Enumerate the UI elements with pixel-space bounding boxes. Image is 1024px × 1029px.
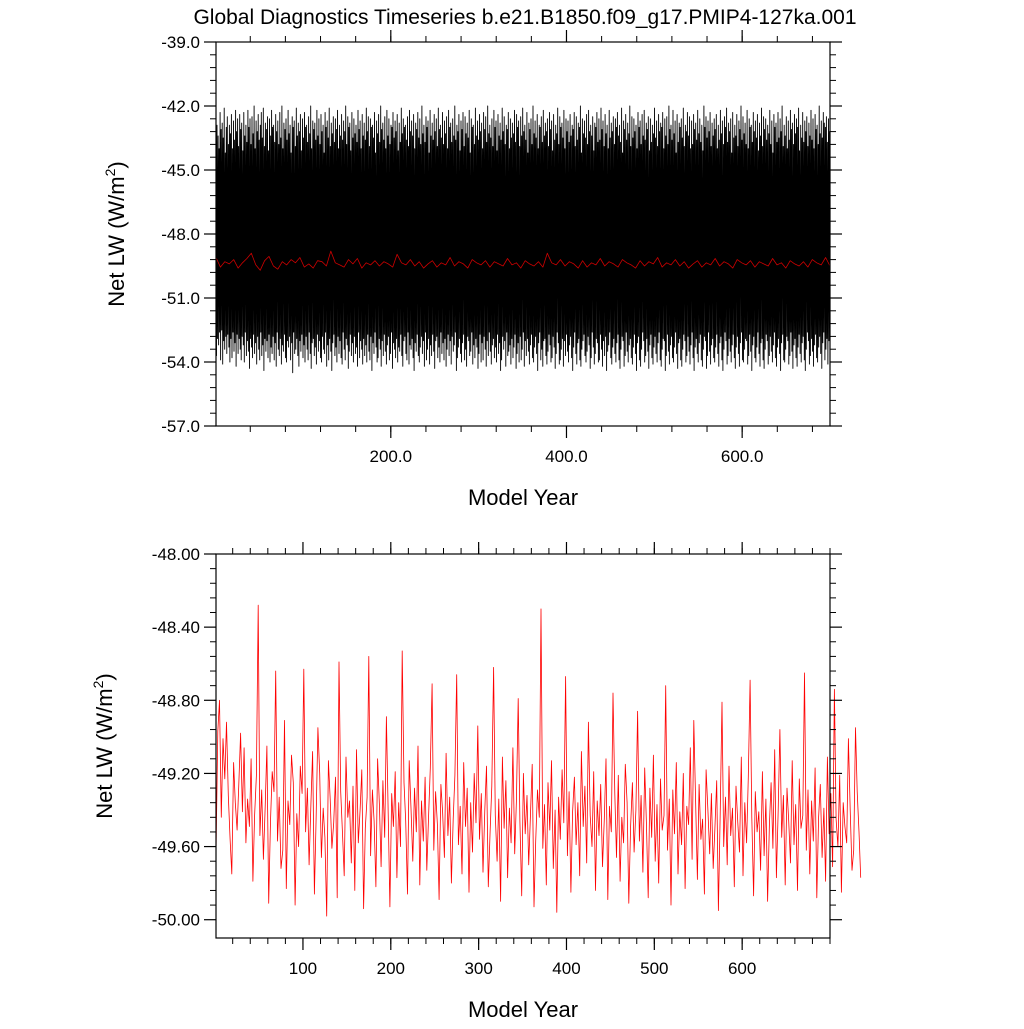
top-x-tick-label: 600.0: [721, 447, 764, 466]
top-y-tick-label: -45.0: [161, 161, 200, 180]
top-x-tick-label: 400.0: [545, 447, 588, 466]
top-y-tick-label: -48.0: [161, 225, 200, 244]
bottom-y-tick-label: -50.00: [152, 911, 200, 930]
bottom-y-tick-label: -49.20: [152, 764, 200, 783]
bottom-plot-frame: [215, 553, 831, 939]
top-y-tick-label: -51.0: [161, 289, 200, 308]
chart-title: Global Diagnostics Timeseries b.e21.B185…: [193, 6, 856, 29]
bottom-plot-area: [215, 604, 862, 917]
top-plot-area: [215, 105, 831, 374]
bottom-y-axis-label: Net LW (W/m2): [90, 673, 117, 818]
top-y-tick-label: -42.0: [161, 97, 200, 116]
bottom-axis-ticks: -48.00 -48.40 -48.80 -49.20 -49.60 -50.00 100 2…: [152, 542, 842, 978]
bottom-x-tick-label: 500: [640, 959, 668, 978]
top-y-label-superscript: 2: [102, 168, 118, 176]
bottom-y-tick-label: -49.60: [152, 838, 200, 857]
top-y-tick-label: -57.0: [161, 417, 200, 436]
top-y-label-close: ): [104, 161, 129, 168]
bottom-x-tick-label: 200: [377, 959, 405, 978]
bottom-panel: -48.00 -48.40 -48.80 -49.20 -49.60 -50.00 100 2…: [90, 542, 862, 1022]
top-y-tick-label: -39.0: [161, 33, 200, 52]
bottom-y-tick-label: -48.40: [152, 618, 200, 637]
bottom-x-tick-label: 300: [464, 959, 492, 978]
top-y-tick-label: -54.0: [161, 353, 200, 372]
top-x-axis-label: Model Year: [468, 485, 578, 510]
top-y-label-main: Net LW (W/m: [104, 176, 129, 306]
top-y-axis-label: Net LW (W/m2): [102, 161, 129, 306]
bottom-series-annual-mean-line: [215, 604, 862, 917]
bottom-y-label-main: Net LW (W/m: [92, 688, 117, 818]
top-axis-ticks: -39.0 -42.0 -45.0 -48.0 -51.0 -54.0 -57.0 200.0…: [161, 30, 842, 466]
top-series-annual-mean-line: [215, 250, 831, 271]
top-x-tick-label: 200.0: [370, 447, 413, 466]
bottom-x-axis-label: Model Year: [468, 997, 578, 1022]
top-panel: -39.0 -42.0 -45.0 -48.0 -51.0 -54.0 -57.0 200.0…: [102, 30, 842, 510]
bottom-y-label-superscript: 2: [90, 680, 106, 688]
bottom-y-tick-label: -48.00: [152, 545, 200, 564]
bottom-y-tick-label: -48.80: [152, 691, 200, 710]
bottom-x-tick-label: 400: [552, 959, 580, 978]
bottom-x-tick-label: 600: [728, 959, 756, 978]
bottom-x-tick-label: 100: [289, 959, 317, 978]
bottom-y-label-close: ): [92, 673, 117, 680]
top-series-monthly-line: [215, 105, 831, 374]
